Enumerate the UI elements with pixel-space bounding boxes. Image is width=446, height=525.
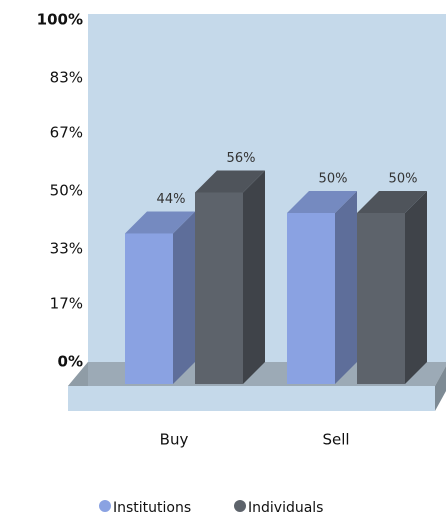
y-tick-label: 83% <box>50 69 83 87</box>
value-label: 44% <box>157 192 186 207</box>
bar-front <box>357 213 405 384</box>
legend-label: Institutions <box>113 500 191 516</box>
bar-side <box>405 191 427 384</box>
bar-side <box>243 170 265 384</box>
floor-left <box>68 362 88 386</box>
floor-front <box>68 386 435 411</box>
bar-top <box>287 191 357 213</box>
bar-top <box>125 211 195 234</box>
legend-marker <box>99 500 111 512</box>
value-label: 56% <box>227 151 256 166</box>
y-tick-label: 67% <box>50 123 83 141</box>
bar <box>195 170 265 384</box>
bar <box>125 211 195 384</box>
bar-front <box>125 233 173 384</box>
bar-top <box>195 170 265 193</box>
bar-front <box>287 213 335 384</box>
y-tick-label: 0% <box>58 353 83 371</box>
legend-marker <box>234 500 246 512</box>
bar <box>357 191 427 384</box>
x-tick-label: Buy <box>160 431 189 449</box>
y-tick-label: 100% <box>37 11 83 29</box>
bar-top <box>357 191 427 213</box>
value-label: 50% <box>389 172 418 187</box>
y-tick-label: 50% <box>50 182 83 200</box>
x-tick-label: Sell <box>322 431 349 449</box>
bar-side <box>335 191 357 384</box>
y-tick-label: 33% <box>50 240 83 258</box>
bar <box>287 191 357 384</box>
value-label: 50% <box>319 172 348 187</box>
bar-side <box>173 211 195 384</box>
legend-label: Individuals <box>248 500 323 516</box>
y-tick-label: 17% <box>50 294 83 312</box>
bar-front <box>195 192 243 384</box>
floor-right <box>435 366 446 411</box>
